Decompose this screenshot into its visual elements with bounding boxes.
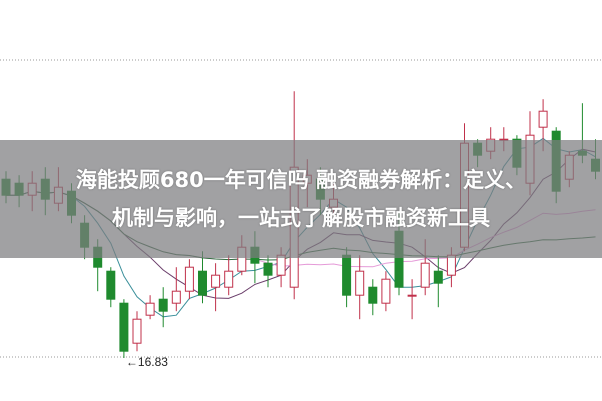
candle-up xyxy=(224,270,234,288)
headline-line-1: 海能投顾680一年可信吗 融资融券解析：定义、 xyxy=(75,168,527,192)
candle-up xyxy=(538,110,548,128)
candle-up xyxy=(276,254,286,276)
candle-up xyxy=(420,262,430,288)
candle-down xyxy=(368,286,378,304)
candle-up xyxy=(381,278,391,304)
headline-banner: 海能投顾680一年可信吗 融资融券解析：定义、 机制与影响，一站式了解股市融资新… xyxy=(0,140,602,258)
headline-line-2: 机制与影响，一站式了解股市融资新工具 xyxy=(112,206,490,230)
candle-down xyxy=(433,270,443,284)
candle-up xyxy=(145,302,155,316)
candle-down xyxy=(263,262,273,276)
candle-down xyxy=(106,270,116,300)
low-price-label: ←16.83 xyxy=(126,355,168,369)
candle-up xyxy=(171,290,181,304)
candle-up xyxy=(355,270,365,296)
candle-down xyxy=(342,254,352,296)
candle-down xyxy=(158,298,168,312)
candle-up xyxy=(184,266,194,292)
candle-up xyxy=(407,294,417,297)
candle-up xyxy=(446,254,456,276)
candle-down xyxy=(119,302,129,352)
candle-up xyxy=(211,274,221,288)
candle-down xyxy=(198,270,207,296)
candle-up xyxy=(132,318,142,344)
